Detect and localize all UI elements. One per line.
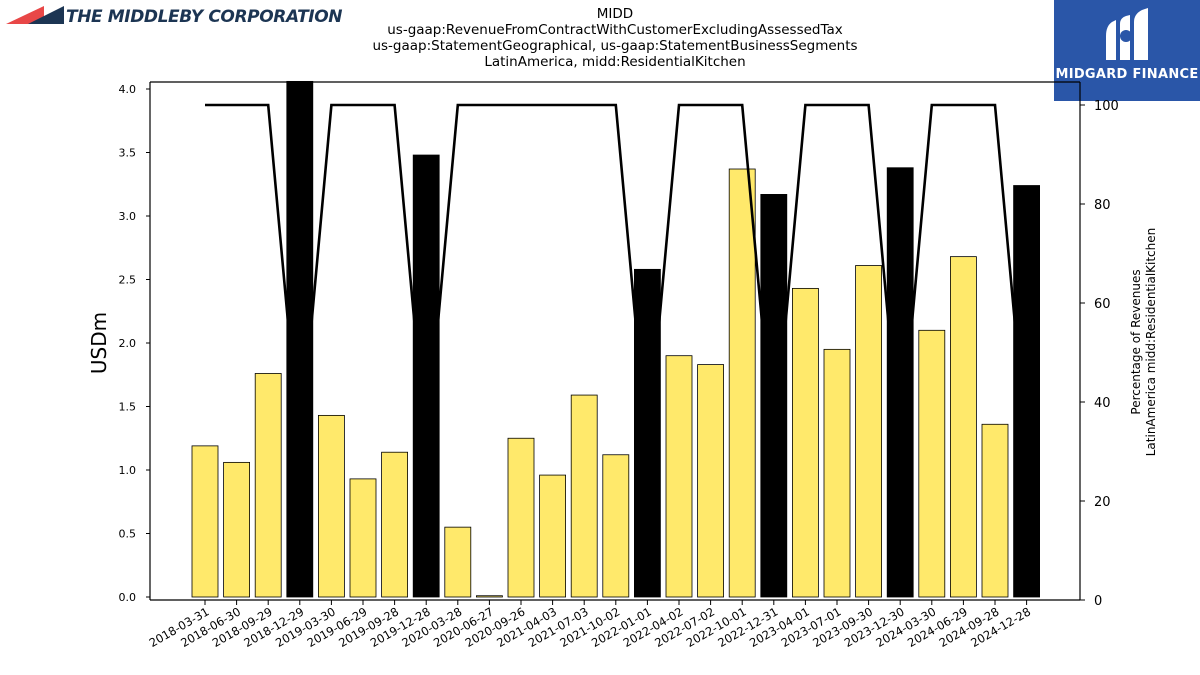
- midgard-m-icon: [1106, 8, 1148, 60]
- left-axis-ticks: 0.0 0.5 1.0 1.5 2.0 2.5 3.0 3.5 4.0: [119, 83, 150, 604]
- bar-2024-06-29: [950, 256, 977, 598]
- left-tick-label-0.5: 0.5: [119, 528, 137, 541]
- bar-2023-04-01: [792, 287, 819, 598]
- y-axis-label-right-line2: LatinAmerica midd:ResidentialKitchen: [1144, 228, 1158, 457]
- chart-title-block: MIDD us-gaap:RevenueFromContractWithCust…: [300, 6, 930, 70]
- middleby-chevron-icon: [6, 6, 64, 24]
- bar-2019-06-29: [349, 478, 377, 598]
- bar-2022-04-02: [665, 355, 693, 598]
- bar-2023-12-30: [886, 167, 914, 598]
- y-axis-label: USDm: [87, 312, 111, 374]
- bar-2018-12-29: [286, 80, 314, 598]
- left-tick-label-1.0: 1.0: [119, 464, 137, 477]
- bar-2023-09-30: [855, 265, 882, 598]
- left-tick-label-2.5: 2.5: [119, 274, 137, 287]
- right-tick-label-0: 0: [1094, 594, 1102, 609]
- bar-2024-09-28: [981, 423, 1009, 598]
- right-tick-label-60: 60: [1094, 297, 1111, 312]
- chart-title-axes: us-gaap:StatementGeographical, us-gaap:S…: [372, 38, 858, 54]
- bar-2018-06-30: [223, 461, 251, 598]
- bar-series: [191, 80, 1040, 598]
- right-axis-ticks: 0 20 40 60 80 100: [1080, 99, 1119, 609]
- bar-2018-03-31: [191, 445, 219, 598]
- bar-2019-09-28: [381, 451, 409, 598]
- bar-2020-06-27: [475, 595, 503, 598]
- bar-2018-09-29: [254, 373, 282, 598]
- bar-2024-03-30: [918, 329, 946, 598]
- bar-2022-01-01: [634, 268, 661, 598]
- watermark-text: MIDGARD FINANCE: [1055, 67, 1199, 82]
- line-series: [205, 103, 1028, 452]
- bar-2021-04-03: [539, 474, 566, 598]
- bar-2020-09-26: [507, 437, 535, 598]
- left-tick-label-1.5: 1.5: [119, 401, 137, 414]
- x-axis-ticks: 2018-03-312018-06-302018-09-292018-12-29…: [147, 600, 1033, 650]
- midgard-finance-logo: MIDGARD FINANCE: [1054, 0, 1200, 101]
- chart-title-members: LatinAmerica, midd:ResidentialKitchen: [484, 54, 746, 70]
- bar-2023-07-01: [823, 348, 851, 598]
- right-tick-label-20: 20: [1094, 495, 1111, 510]
- left-tick-label-3.5: 3.5: [119, 147, 137, 160]
- chart-title-concept: us-gaap:RevenueFromContractWithCustomerE…: [387, 22, 843, 38]
- bar-2022-10-01: [728, 168, 756, 598]
- right-tick-label-100: 100: [1094, 99, 1119, 114]
- bar-2021-10-02: [602, 454, 630, 598]
- chart-axes: [149, 81, 1081, 601]
- bar-2022-07-02: [697, 364, 724, 598]
- bar-2024-12-28: [1013, 185, 1040, 598]
- left-tick-label-4.0: 4.0: [119, 83, 137, 96]
- company-name: THE MIDDLEBY CORPORATION: [66, 7, 343, 27]
- chart-title-ticker: MIDD: [596, 6, 634, 22]
- left-tick-label-3.0: 3.0: [119, 210, 137, 223]
- bar-2019-12-28: [412, 154, 440, 598]
- left-tick-label-2.0: 2.0: [119, 337, 137, 350]
- percentage-line: [205, 103, 1028, 452]
- bar-2019-03-30: [317, 414, 345, 598]
- middleby-logo: THE MIDDLEBY CORPORATION: [6, 6, 342, 30]
- right-tick-label-40: 40: [1094, 396, 1111, 411]
- right-tick-label-80: 80: [1094, 198, 1111, 213]
- bar-2021-07-03: [570, 394, 598, 598]
- y-axis-label-right-line1: Percentage of Revenues: [1129, 269, 1143, 414]
- bar-2022-12-31: [760, 194, 788, 598]
- left-tick-label-0.0: 0.0: [119, 591, 137, 604]
- bar-2020-03-28: [444, 526, 472, 598]
